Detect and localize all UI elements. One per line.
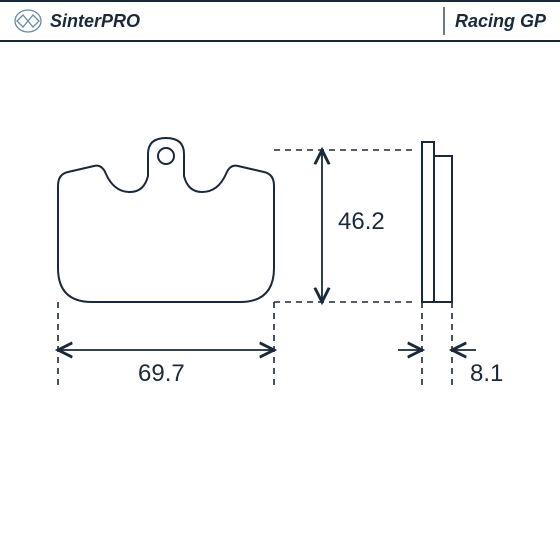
brand-name: SinterPRO <box>50 11 140 32</box>
brand-left: SinterPRO <box>14 7 140 35</box>
product-line: Racing GP <box>455 11 546 32</box>
brand-logo-icon <box>14 7 42 35</box>
pad-front-view <box>58 138 274 302</box>
pad-side-view <box>422 142 452 302</box>
width-value: 69.7 <box>138 360 185 388</box>
diagram-svg <box>10 60 550 550</box>
height-value: 46.2 <box>338 208 385 236</box>
thickness-value: 8.1 <box>470 360 503 388</box>
thickness-extension-lines <box>422 302 452 390</box>
brand-right-wrap: Racing GP <box>443 7 546 35</box>
technical-diagram: 46.2 69.7 8.1 <box>10 60 550 550</box>
header-bar: SinterPRO Racing GP <box>0 0 560 42</box>
header-divider <box>443 7 445 35</box>
